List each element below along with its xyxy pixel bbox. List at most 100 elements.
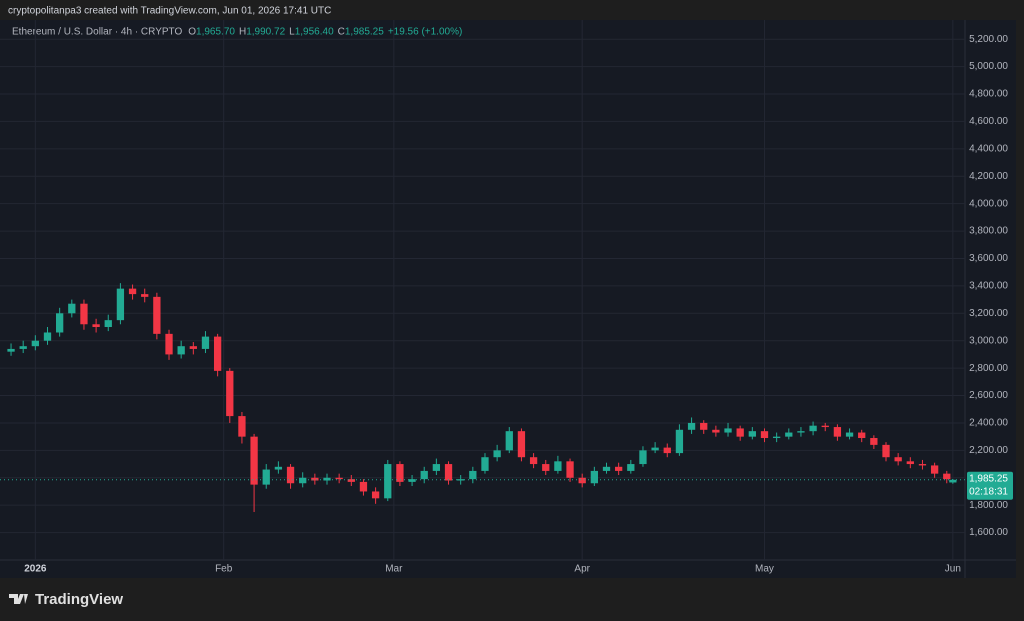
candle-body [128, 288, 137, 295]
x-tick-label: Apr [574, 564, 590, 575]
candle-body [262, 469, 270, 485]
candle-body [335, 477, 343, 480]
candle-body [165, 333, 173, 355]
ohlc-label: O [188, 27, 196, 38]
y-tick-label: 3,400.00 [969, 281, 1008, 292]
y-tick-label: 4,600.00 [969, 116, 1008, 127]
candle-body [505, 431, 513, 451]
last-price-box [967, 471, 1013, 500]
x-tick-label: Jun [945, 564, 961, 575]
candle-body [949, 479, 957, 483]
ohlc-value: 1,990.72 [246, 27, 285, 38]
chart-panel [0, 20, 1016, 578]
candle-body [785, 432, 793, 437]
candle-body [566, 461, 574, 478]
candle-body [408, 479, 416, 482]
candle-body [469, 470, 477, 480]
candle-body [19, 346, 27, 349]
symbol: Ethereum / U.S. Dollar · 4h · CRYPTO [12, 27, 182, 38]
ohlc-label: L [289, 27, 295, 38]
candle-body [68, 303, 76, 314]
candle-body [104, 320, 112, 328]
y-tick-label: 4,800.00 [969, 89, 1008, 100]
candle-body [651, 447, 659, 451]
candle-body [712, 429, 720, 433]
candle-body [201, 336, 210, 349]
countdown: 02:18:31 [969, 486, 1008, 497]
candle-body [92, 324, 100, 328]
candle-body [432, 464, 441, 471]
ohlc-value: 1,985.25 [345, 27, 384, 38]
y-tick-label: 1,600.00 [969, 527, 1008, 538]
candle-body [299, 477, 307, 484]
candle-body [371, 491, 380, 499]
candle-body [542, 464, 550, 471]
candle-body [529, 457, 538, 465]
brand-logo: TradingView [9, 591, 123, 608]
candle-body [615, 466, 623, 471]
x-tick-label: Feb [215, 564, 233, 575]
candle-body [687, 422, 696, 430]
candle-body [286, 466, 295, 484]
candle-body [736, 428, 744, 437]
attribution: cryptopolitanpa3 created with TradingVie… [8, 6, 331, 17]
candle-body [189, 346, 197, 349]
candle-body [481, 457, 489, 471]
y-tick-label: 5,200.00 [969, 34, 1008, 45]
brand: TradingView [35, 591, 123, 608]
candle-body [760, 431, 769, 439]
y-tick-label: 5,000.00 [969, 61, 1008, 72]
candle-body [384, 464, 392, 499]
candle-body [56, 313, 64, 333]
candle-body [578, 477, 586, 484]
candle-body [116, 288, 125, 321]
candle-body [809, 425, 817, 432]
candle-body [833, 427, 842, 437]
ohlc-value: 1,965.70 [196, 27, 235, 38]
candle-body [930, 465, 939, 474]
ohlc-label: H [239, 27, 246, 38]
candle-body [43, 332, 52, 341]
candle-body [602, 466, 611, 471]
candle-body [311, 477, 319, 481]
candle-body [845, 432, 854, 437]
candle-body [359, 481, 368, 492]
candle-body [882, 444, 890, 458]
candle-body [141, 294, 149, 297]
candle-body [663, 447, 671, 454]
y-tick-label: 2,600.00 [969, 390, 1008, 401]
y-tick-label: 4,400.00 [969, 143, 1008, 154]
candle-body [554, 461, 562, 471]
candle-body [226, 370, 234, 417]
candle-body [420, 470, 428, 480]
y-tick-label: 3,600.00 [969, 253, 1008, 264]
x-tick-label: 2026 [24, 564, 47, 575]
y-tick-label: 4,200.00 [969, 171, 1008, 182]
candle-body [821, 425, 829, 428]
y-tick-label: 2,400.00 [969, 418, 1008, 429]
candle-body [153, 296, 161, 334]
candle-body [444, 464, 453, 481]
candle-body [238, 416, 246, 437]
change: +19.56 (+1.00%) [388, 27, 463, 38]
candle-body [250, 436, 258, 485]
candle-body [675, 429, 684, 454]
legend: Ethereum / U.S. Dollar · 4h · CRYPTO O 1,… [12, 27, 462, 38]
ohlc-label: C [338, 27, 345, 38]
x-tick-label: Mar [385, 564, 403, 575]
last-price-label: 1,985.25 [969, 473, 1008, 484]
candle-body [627, 464, 635, 471]
candle-body [918, 464, 927, 466]
y-tick-label: 3,000.00 [969, 335, 1008, 346]
y-tick-label: 1,800.00 [969, 500, 1008, 511]
y-tick-label: 2,800.00 [969, 363, 1008, 374]
candle-body [396, 464, 404, 482]
candle-body [323, 477, 331, 481]
y-tick-label: 4,000.00 [969, 198, 1008, 209]
candle-body [274, 466, 283, 470]
candle-body [517, 431, 526, 458]
candle-body [347, 479, 355, 482]
x-tick-label: May [755, 564, 774, 575]
